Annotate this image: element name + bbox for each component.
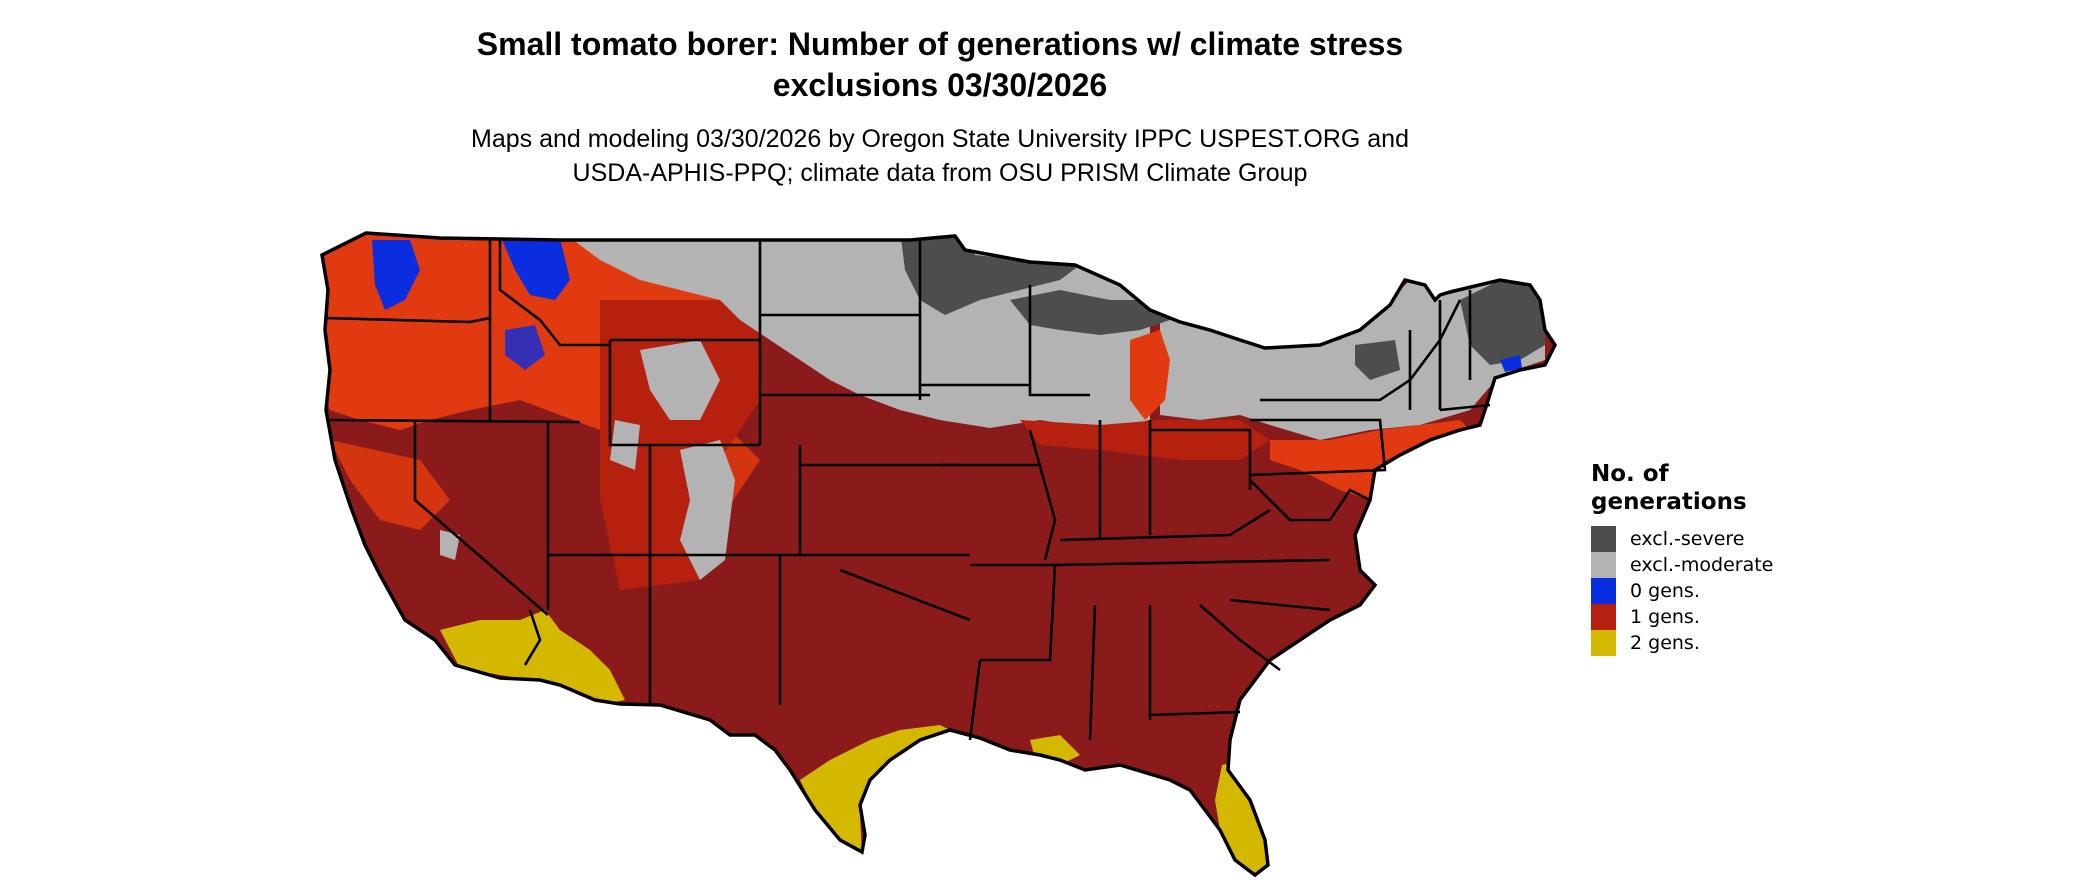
legend-label-1-gens: 1 gens. (1630, 606, 1700, 628)
us-outline (320, 231, 1558, 878)
legend-item-excl-moderate: excl.-moderate (1591, 552, 1773, 578)
legend-swatch-excl-severe (1591, 526, 1616, 552)
legend-title: No. of generations (1591, 460, 1773, 516)
border-va-wv (1249, 479, 1371, 522)
legend-label-2-gens: 2 gens. (1630, 632, 1700, 654)
region-excl-severe-upper-michigan (1010, 290, 1170, 335)
border-new-england (1408, 290, 1491, 412)
border-ca-az (523, 609, 542, 666)
map-title: Small tomato borer: Number of generation… (340, 24, 1540, 106)
border-ga-fl (1149, 710, 1241, 717)
border-wi-mi (1028, 285, 1090, 397)
legend-label-0-gens: 0 gens. (1630, 580, 1700, 602)
border-pa (1249, 418, 1387, 477)
legend-label-excl-severe: excl.-severe (1630, 528, 1745, 550)
region-excl-severe-new-england (1355, 280, 1545, 380)
border-mo-east (1028, 429, 1057, 561)
legend-swatch-2-gens (1591, 630, 1616, 656)
legend-title-line-2: generations (1591, 489, 1747, 515)
border-ga-sc (1199, 604, 1281, 672)
region-0-gens-cascades (372, 240, 420, 310)
legend-label-excl-moderate: excl.-moderate (1630, 554, 1774, 576)
legend-item-1-gens: 1 gens. (1591, 604, 1773, 630)
border-ca-nv (413, 422, 549, 616)
border-tn (1054, 558, 1331, 567)
legend-swatch-0-gens (1591, 578, 1616, 604)
border-il-in (1098, 420, 1152, 540)
border-wy (608, 340, 760, 447)
map-subtitle: Maps and modeling 03/30/2026 by Oregon S… (340, 122, 1540, 190)
legend: No. of generations excl.-severe excl.-mo… (1591, 460, 1773, 656)
region-2-gens-florida (1215, 760, 1268, 875)
border-nc-sc (1229, 598, 1331, 612)
legend-swatch-excl-moderate (1591, 552, 1616, 578)
border-ky (1059, 508, 1271, 542)
legend-item-0-gens: 0 gens. (1591, 578, 1773, 604)
map-title-line-2: exclusions 03/30/2026 (772, 67, 1108, 103)
border-ms-al (1088, 604, 1152, 741)
border-wa-or (324, 316, 491, 324)
border-ok-south (839, 568, 971, 622)
us-generations-map (320, 231, 1558, 878)
state-borders (324, 240, 1491, 741)
region-michigan-orange (1130, 330, 1170, 420)
legend-title-line-1: No. of (1591, 461, 1669, 487)
legend-item-2-gens: 2 gens. (1591, 630, 1773, 656)
region-excl-severe-minnesota (900, 233, 1080, 315)
border-or-south (329, 418, 581, 424)
border-oh (1150, 428, 1252, 490)
region-0-gens-sawtooth (505, 325, 545, 370)
map-subtitle-line-1: Maps and modeling 03/30/2026 by Oregon S… (471, 125, 1409, 153)
legend-item-excl-severe: excl.-severe (1591, 526, 1773, 552)
border-ar (970, 563, 1057, 662)
region-0-gens-maine-coast (1500, 355, 1522, 372)
legend-swatch-1-gens (1591, 604, 1616, 630)
region-2-gens-southwest (440, 610, 625, 705)
region-excl-moderate-rockies (440, 340, 735, 580)
map-title-line-1: Small tomato borer: Number of generation… (476, 26, 1404, 62)
border-la (968, 659, 982, 741)
map-subtitle-line-2: USDA-APHIS-PPQ; climate data from OSU PR… (572, 159, 1308, 187)
border-id-mt (498, 240, 610, 347)
region-0-gens-idaho (500, 235, 570, 300)
